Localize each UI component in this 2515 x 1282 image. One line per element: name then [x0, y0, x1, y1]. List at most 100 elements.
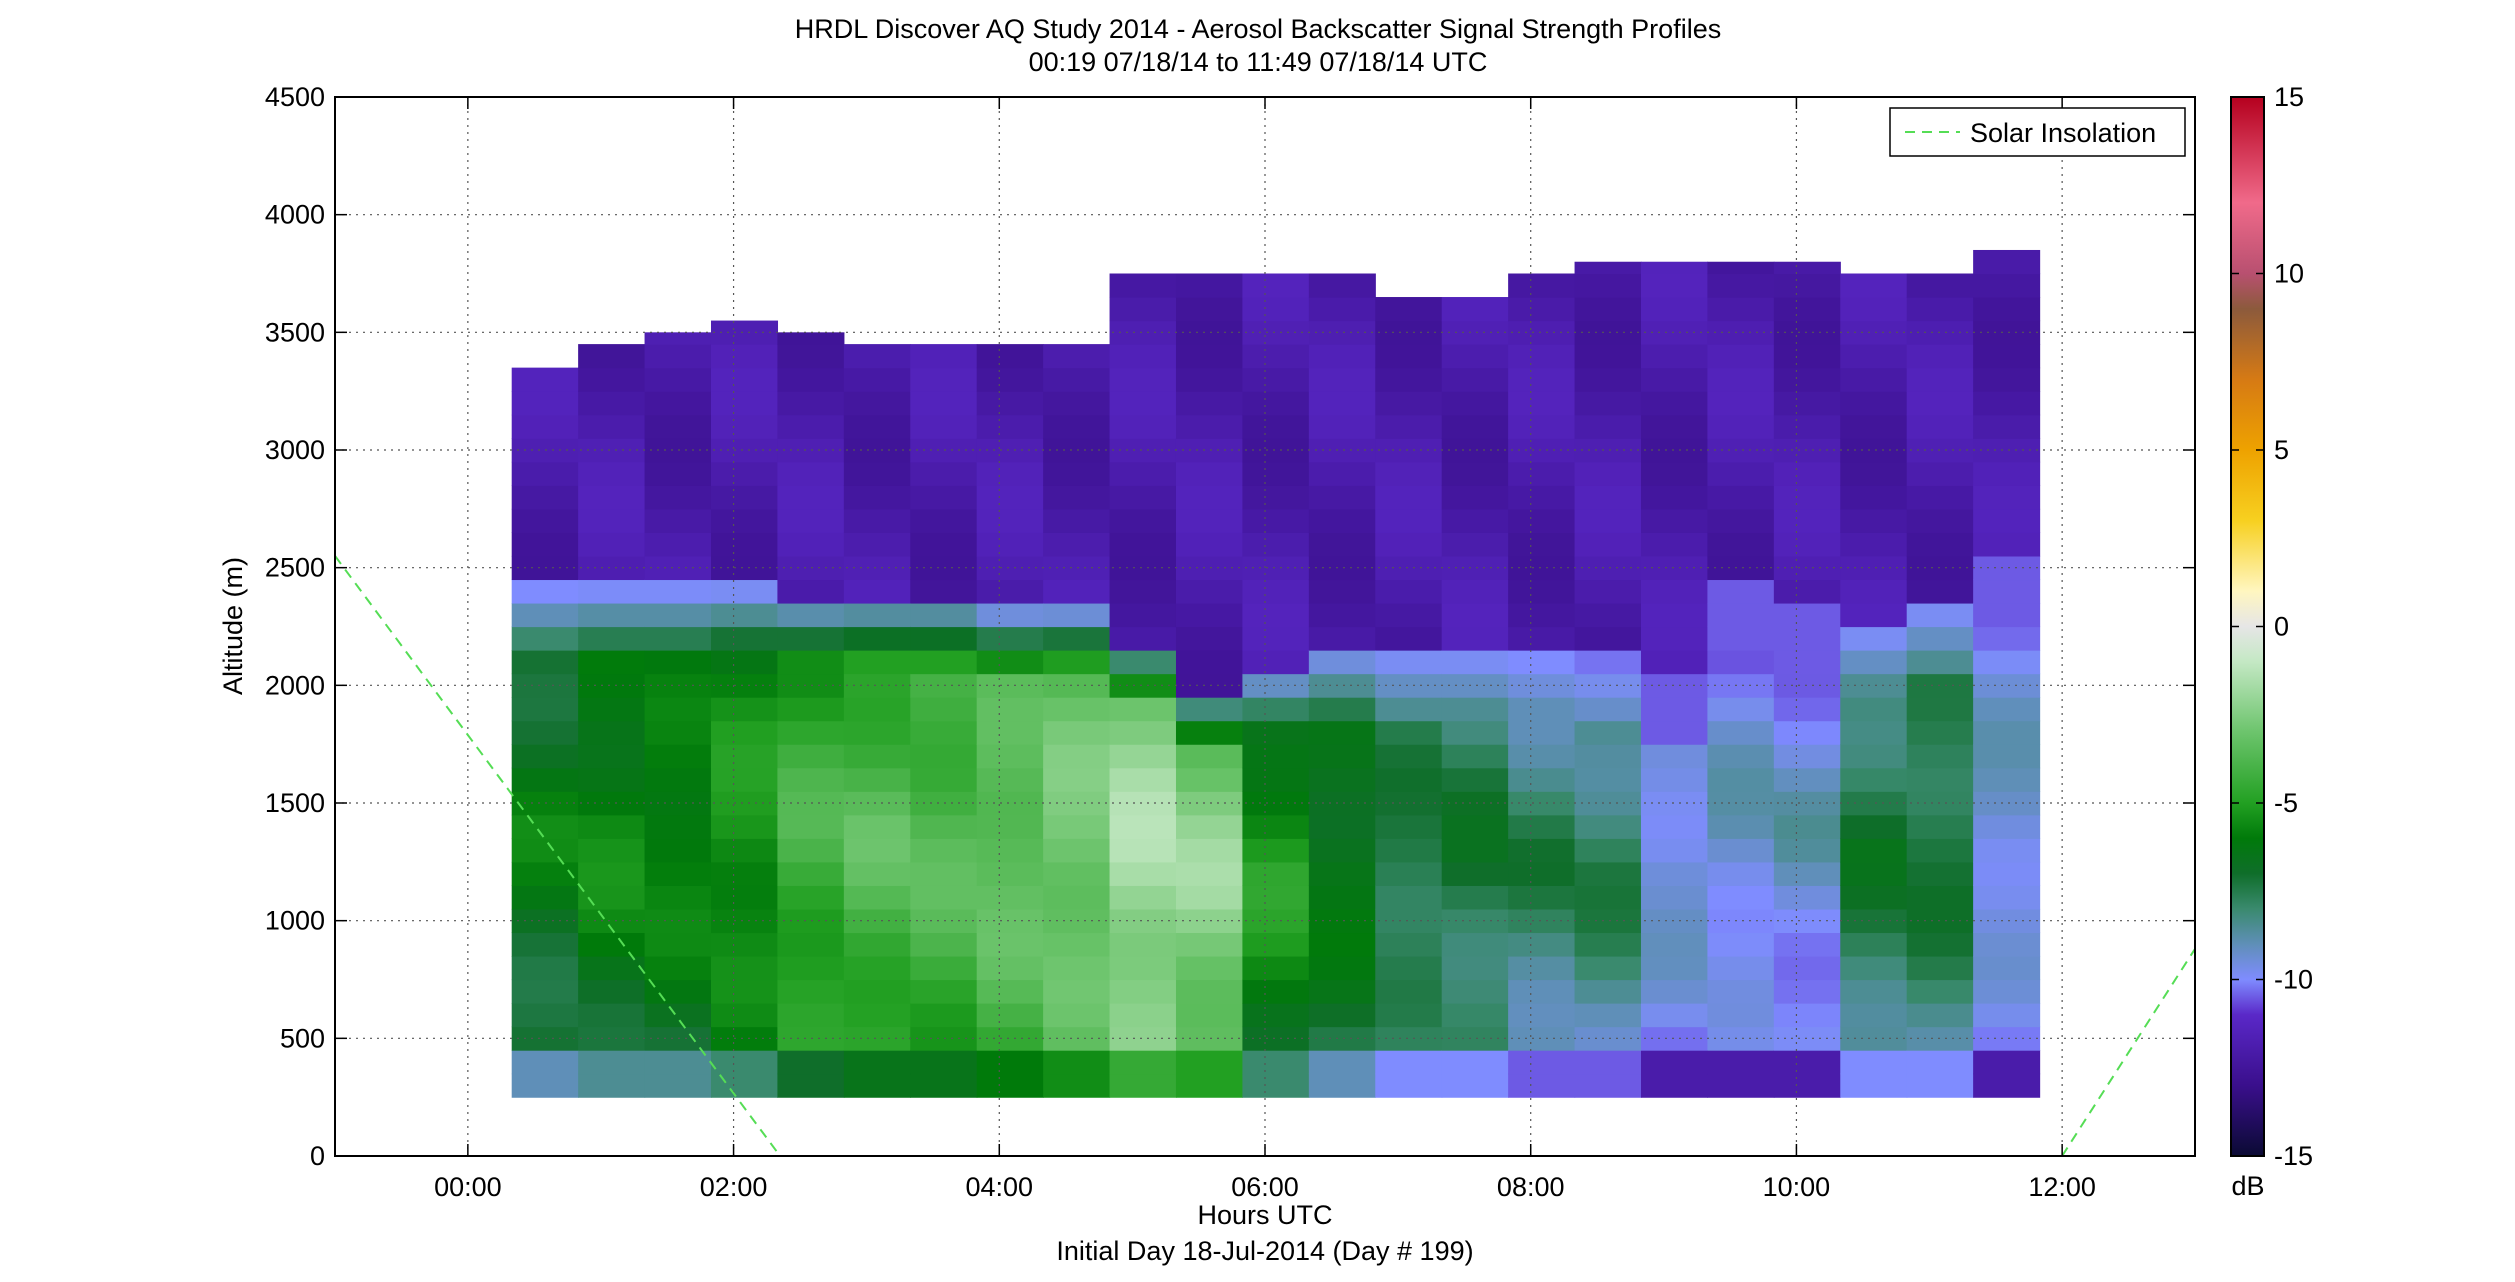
profile-cell: [777, 1073, 845, 1098]
profile-cell: [976, 532, 1044, 557]
profile-cell: [843, 932, 911, 957]
profile-cell: [710, 1026, 779, 1051]
profile-cell: [1043, 979, 1111, 1004]
profile-cell: [578, 508, 646, 533]
colorbar-ticks: -15 -10 -5 0 5 10 15: [2231, 82, 2313, 1171]
profile-cell: [1840, 720, 1908, 745]
profile-cell: [1707, 744, 1775, 769]
profile-cell: [644, 508, 712, 533]
profile-cell: [843, 791, 911, 816]
x-tick-label: 00:00: [434, 1172, 502, 1202]
profile-cell: [777, 838, 845, 863]
plot-area: 00:00 02:00 04:00 06:00 08:00 10:00 12:00 0 500…: [265, 82, 2196, 1202]
profile-cell: [1242, 273, 1310, 298]
profile-cell: [1109, 932, 1177, 957]
profile-cell: [1906, 744, 1974, 769]
profile-cell: [777, 720, 845, 745]
profile-cell: [511, 367, 579, 392]
profile-cell: [1973, 391, 2041, 416]
profile-cell: [1640, 979, 1709, 1004]
profile-cell: [710, 767, 779, 792]
profile-cell: [1308, 1073, 1376, 1098]
profile-cell: [1640, 261, 1709, 275]
profile-cell: [1375, 1050, 1443, 1075]
profile-cell: [644, 697, 712, 722]
profile-cell: [1175, 297, 1244, 322]
profile-cell: [1043, 720, 1111, 745]
y-tick-label: 2500: [265, 553, 325, 583]
profile-cell: [1043, 391, 1111, 416]
profile-cell: [1773, 414, 1841, 439]
profile-cell: [1375, 461, 1443, 486]
profile-cell: [1441, 344, 1509, 369]
profile-cell: [1574, 344, 1642, 369]
profile-cell: [910, 955, 978, 981]
profile-cell: [1973, 767, 2041, 792]
profile-cell: [1840, 579, 1908, 604]
profile-cell: [777, 414, 845, 439]
profile-cell: [777, 367, 845, 392]
profile-cell: [1973, 297, 2041, 322]
profile-cell: [1242, 1073, 1310, 1098]
profile-cell: [1773, 979, 1841, 1004]
profile-cell: [1308, 461, 1376, 486]
profile-cell: [1175, 461, 1244, 486]
profile-cell: [1707, 814, 1775, 839]
colorbar-label: dB: [2231, 1171, 2264, 1201]
profile-cell: [777, 485, 845, 510]
profile-cell: [1441, 1003, 1509, 1028]
backscatter-profiles: [511, 249, 2041, 1098]
profile-cell: [1308, 814, 1376, 839]
profile-cell: [976, 955, 1044, 981]
profile-cell: [910, 1073, 978, 1098]
profile-cell: [644, 485, 712, 510]
profile-cell: [1308, 344, 1376, 369]
profile-cell: [644, 720, 712, 745]
profile-cell: [777, 602, 845, 628]
profile-cell: [511, 391, 579, 416]
profile-cell: [1043, 344, 1111, 369]
profile-cell: [578, 673, 646, 698]
profile-cell: [644, 838, 712, 863]
profile-cell: [1109, 297, 1177, 322]
profile-cell: [910, 861, 978, 886]
profile-cell: [910, 508, 978, 533]
profile-cell: [1906, 414, 1974, 439]
profile-cell: [777, 626, 845, 651]
profile-cell: [976, 861, 1044, 886]
profile-cell: [1508, 297, 1576, 322]
profile-cell: [1973, 1050, 2041, 1075]
profile-cell: [1707, 414, 1775, 439]
profile-cell: [1043, 814, 1111, 839]
profile-cell: [1375, 367, 1443, 392]
profile-cell: [1973, 579, 2041, 604]
profile-cell: [976, 720, 1044, 745]
profile-cell: [1109, 650, 1177, 675]
profile-cell: [910, 438, 978, 463]
profile-cell: [710, 1050, 779, 1075]
profile-cell: [843, 650, 911, 675]
x-tick-label: 08:00: [1497, 1172, 1565, 1202]
profile-cell: [1508, 885, 1576, 910]
profile-cell: [777, 532, 845, 557]
profile-cell: [777, 932, 845, 957]
profile-cell: [1973, 626, 2041, 651]
profile-cell: [976, 1050, 1044, 1075]
solar-insolation-lines: [334, 555, 2196, 1157]
profile-cell: [910, 885, 978, 910]
profile-cell: [1973, 791, 2041, 816]
profile-cell: [1640, 885, 1709, 910]
profile-cell: [1109, 485, 1177, 510]
profile-cell: [1508, 579, 1576, 604]
profile-cell: [1574, 626, 1642, 651]
profile-cell: [1574, 1073, 1642, 1098]
profile-cell: [1773, 461, 1841, 486]
profile-cell: [578, 767, 646, 792]
profile-cell: [1773, 814, 1841, 839]
profile-cell: [1441, 650, 1509, 675]
profile-cell: [1906, 1003, 1974, 1028]
profile-cell: [1109, 508, 1177, 533]
profile-cell: [1109, 744, 1177, 769]
profile-cell: [578, 461, 646, 486]
profile-cell: [1308, 414, 1376, 439]
